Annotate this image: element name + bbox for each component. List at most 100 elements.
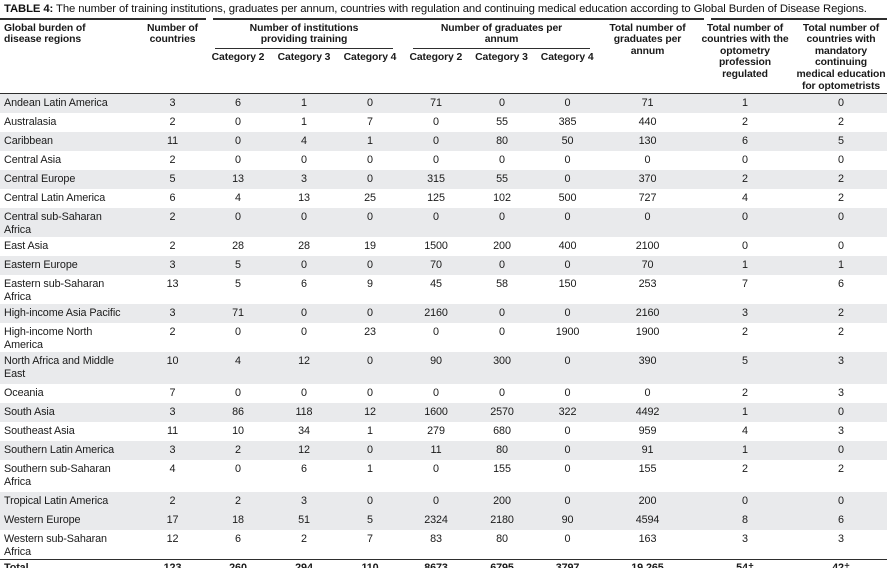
value-cell: 0 bbox=[742, 211, 748, 224]
value-cell: 0 bbox=[564, 211, 571, 224]
value-cell: 6 bbox=[742, 135, 748, 148]
value-cell: 0 bbox=[433, 154, 439, 167]
region-cell: High-income Asia Pacific bbox=[4, 307, 121, 320]
table-row: Eastern sub-Saharan Africa 13 5 6 9 45 58 150 2… bbox=[0, 275, 887, 304]
region-cell: Western sub-Saharan Africa bbox=[4, 533, 107, 559]
value-cell: 1900 bbox=[635, 326, 660, 339]
col-header-graduates-category-2: Category 2 bbox=[409, 52, 463, 64]
value-cell: 0 bbox=[499, 387, 505, 400]
value-cell: 0 bbox=[742, 240, 748, 253]
value-cell: 3 bbox=[169, 259, 176, 272]
value-cell: 45 bbox=[430, 278, 442, 291]
value-cell: 3 bbox=[838, 425, 844, 438]
value-cell: 3 bbox=[169, 406, 176, 419]
value-cell: 150 bbox=[558, 278, 577, 291]
value-cell: 28 bbox=[232, 240, 244, 253]
value-cell: 0 bbox=[301, 211, 307, 224]
value-cell: 5 bbox=[169, 173, 176, 186]
value-cell: 7 bbox=[169, 387, 176, 400]
region-cell: South Asia bbox=[4, 406, 55, 419]
total-top-divider bbox=[0, 559, 887, 561]
table-row: Southeast Asia 11 10 34 1 279 680 0 959 4 3 bbox=[0, 422, 887, 441]
value-cell: 1 bbox=[742, 444, 748, 457]
value-cell: 322 bbox=[558, 406, 577, 419]
value-cell: 80 bbox=[496, 444, 508, 457]
value-cell: 0 bbox=[564, 97, 571, 110]
value-cell: 7 bbox=[367, 116, 373, 129]
region-cell: East Asia bbox=[4, 240, 49, 253]
value-cell: 0 bbox=[742, 154, 748, 167]
value-cell: 0 bbox=[644, 387, 651, 400]
divider bbox=[213, 17, 704, 20]
table-caption: TABLE 4: The number of training institut… bbox=[0, 0, 887, 16]
table-header-row: Global burden of disease regions Number … bbox=[0, 20, 887, 93]
value-cell: 0 bbox=[367, 211, 373, 224]
value-cell: 11 bbox=[166, 425, 178, 438]
table-row: Andean Latin America 3 6 1 0 71 0 0 71 1 0 bbox=[0, 94, 887, 114]
value-cell: 6 bbox=[301, 278, 307, 291]
value-cell: 3 bbox=[169, 307, 176, 320]
value-cell: 3 bbox=[169, 444, 176, 457]
value-cell: 959 bbox=[638, 425, 657, 438]
value-cell: 70 bbox=[430, 259, 442, 272]
value-cell: 163 bbox=[638, 533, 657, 546]
region-cell: Tropical Latin America bbox=[4, 495, 109, 508]
value-cell: 0 bbox=[367, 307, 373, 320]
table-row: South Asia 3 86 118 12 1600 2570 322 4492 1 0 bbox=[0, 403, 887, 423]
table-row: Central Europe 5 13 3 0 315 55 0 370 2 2 bbox=[0, 170, 887, 190]
value-cell: 2 bbox=[742, 326, 748, 339]
value-cell: 5 bbox=[742, 355, 748, 368]
value-cell: 55 bbox=[496, 173, 508, 186]
value-cell: 0 bbox=[838, 211, 844, 224]
value-cell: 0 bbox=[564, 173, 571, 186]
group-underline-divider bbox=[413, 47, 590, 50]
value-cell: 253 bbox=[638, 278, 657, 291]
value-cell: 71 bbox=[641, 97, 654, 110]
value-cell: 50 bbox=[561, 135, 574, 148]
value-cell: 3 bbox=[301, 173, 307, 186]
value-cell: 3 bbox=[742, 533, 748, 546]
header-bottom-divider bbox=[0, 92, 887, 95]
region-cell: North Africa and Middle East bbox=[4, 355, 114, 381]
value-cell: 3 bbox=[838, 355, 844, 368]
value-cell: 200 bbox=[493, 495, 511, 508]
value-cell: 400 bbox=[558, 240, 577, 253]
value-cell: 1 bbox=[301, 97, 307, 110]
value-cell: 0 bbox=[499, 211, 505, 224]
value-cell: 2 bbox=[742, 116, 748, 129]
value-cell: 0 bbox=[644, 154, 651, 167]
value-cell: 4 bbox=[235, 355, 241, 368]
total-value-cell: 110 bbox=[337, 562, 403, 568]
value-cell: 1900 bbox=[555, 326, 580, 339]
value-cell: 1 bbox=[838, 259, 844, 272]
value-cell: 0 bbox=[433, 326, 439, 339]
total-value-cell: 42‡ bbox=[795, 562, 887, 568]
region-cell: Caribbean bbox=[4, 135, 53, 148]
value-cell: 17 bbox=[166, 514, 179, 527]
value-cell: 1 bbox=[742, 259, 748, 272]
table-caption-label: TABLE 4: bbox=[4, 3, 54, 15]
table-row: Australasia 2 0 1 7 0 55 385 440 2 2 bbox=[0, 113, 887, 132]
value-cell: 71 bbox=[430, 97, 442, 110]
value-cell: 300 bbox=[493, 355, 511, 368]
value-cell: 4 bbox=[742, 425, 748, 438]
value-cell: 6 bbox=[838, 278, 844, 291]
value-cell: 4 bbox=[235, 192, 241, 205]
value-cell: 5 bbox=[235, 259, 241, 272]
total-value-cell: 3797 bbox=[535, 562, 600, 568]
value-cell: 1 bbox=[367, 135, 373, 148]
region-cell: Central Asia bbox=[4, 154, 62, 167]
table-row: Southern sub-Saharan Africa 4 0 6 1 0 155 0 155… bbox=[0, 460, 887, 492]
value-cell: 2 bbox=[301, 533, 307, 546]
value-cell: 0 bbox=[564, 495, 571, 508]
value-cell: 5 bbox=[367, 514, 373, 527]
value-cell: 0 bbox=[235, 326, 241, 339]
value-cell: 0 bbox=[235, 463, 241, 476]
value-cell: 0 bbox=[499, 307, 505, 320]
value-cell: 70 bbox=[641, 259, 654, 272]
value-cell: 34 bbox=[298, 425, 310, 438]
col-header-cme: Total number of countries with mandatory… bbox=[796, 22, 886, 92]
region-cell: Eastern Europe bbox=[4, 259, 78, 272]
value-cell: 315 bbox=[427, 173, 445, 186]
region-cell: Oceania bbox=[4, 387, 44, 400]
